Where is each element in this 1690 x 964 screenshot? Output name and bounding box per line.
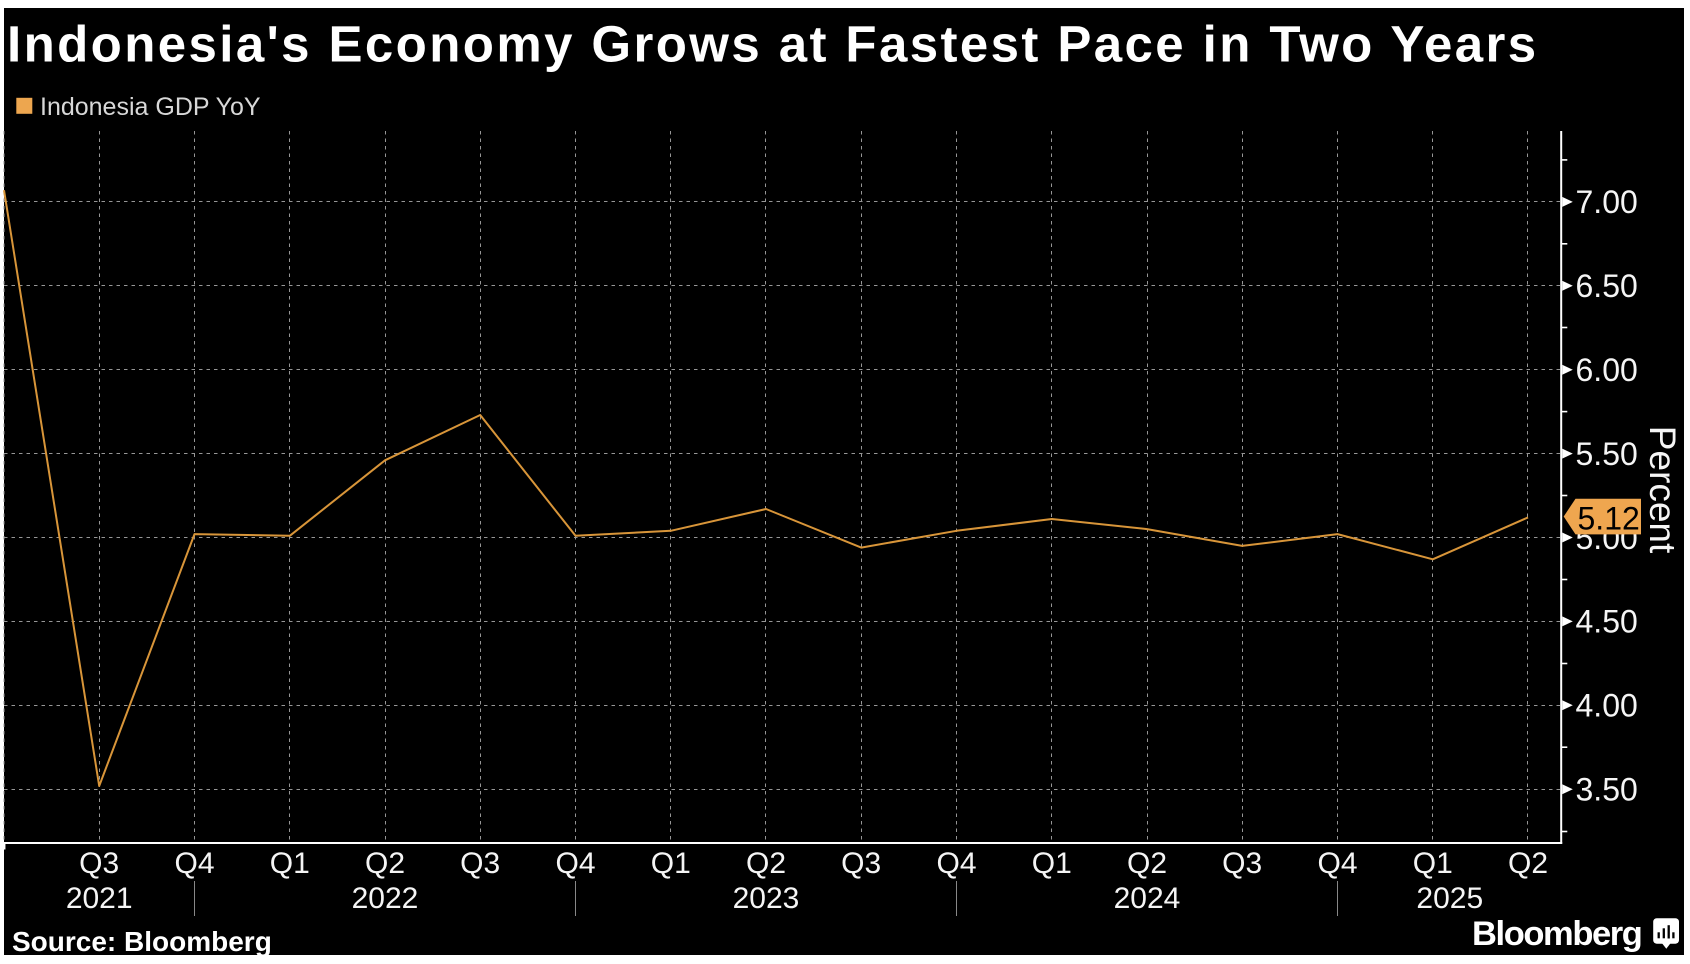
svg-text:Q3: Q3 (841, 847, 881, 880)
svg-text:Q2: Q2 (1127, 847, 1167, 880)
svg-text:Q2: Q2 (1508, 847, 1548, 880)
svg-text:3.50: 3.50 (1576, 772, 1638, 808)
svg-text:Q2: Q2 (746, 847, 786, 880)
svg-text:6.00: 6.00 (1576, 352, 1638, 388)
svg-text:6.50: 6.50 (1576, 268, 1638, 304)
svg-text:4.00: 4.00 (1576, 688, 1638, 724)
svg-text:4.50: 4.50 (1576, 604, 1638, 640)
svg-text:7.00: 7.00 (1576, 184, 1638, 220)
svg-text:Q1: Q1 (1032, 847, 1072, 880)
svg-text:2024: 2024 (1114, 882, 1181, 915)
svg-text:Q1: Q1 (651, 847, 691, 880)
svg-text:2025: 2025 (1416, 882, 1483, 915)
svg-text:2023: 2023 (733, 882, 800, 915)
svg-text:Q3: Q3 (460, 847, 500, 880)
svg-text:Percent: Percent (1642, 426, 1683, 554)
svg-text:Q2: Q2 (365, 847, 405, 880)
svg-text:Q1: Q1 (270, 847, 310, 880)
svg-text:Q4: Q4 (174, 847, 214, 880)
svg-text:2022: 2022 (352, 882, 419, 915)
svg-text:5.12: 5.12 (1578, 501, 1640, 537)
svg-text:Bloomberg: Bloomberg (1472, 915, 1642, 953)
svg-text:Q1: Q1 (1413, 847, 1453, 880)
svg-text:Q3: Q3 (79, 847, 119, 880)
svg-text:Q4: Q4 (555, 847, 595, 880)
svg-text:2021: 2021 (66, 882, 133, 915)
svg-text:5.50: 5.50 (1576, 436, 1638, 472)
svg-text:Q4: Q4 (936, 847, 976, 880)
svg-text:Q3: Q3 (1222, 847, 1262, 880)
svg-text:Indonesia's Economy Grows at F: Indonesia's Economy Grows at Fastest Pac… (7, 16, 1539, 73)
svg-text:Indonesia GDP YoY: Indonesia GDP YoY (40, 93, 261, 121)
svg-text:Source: Bloomberg: Source: Bloomberg (12, 926, 272, 957)
svg-text:Q4: Q4 (1317, 847, 1357, 880)
